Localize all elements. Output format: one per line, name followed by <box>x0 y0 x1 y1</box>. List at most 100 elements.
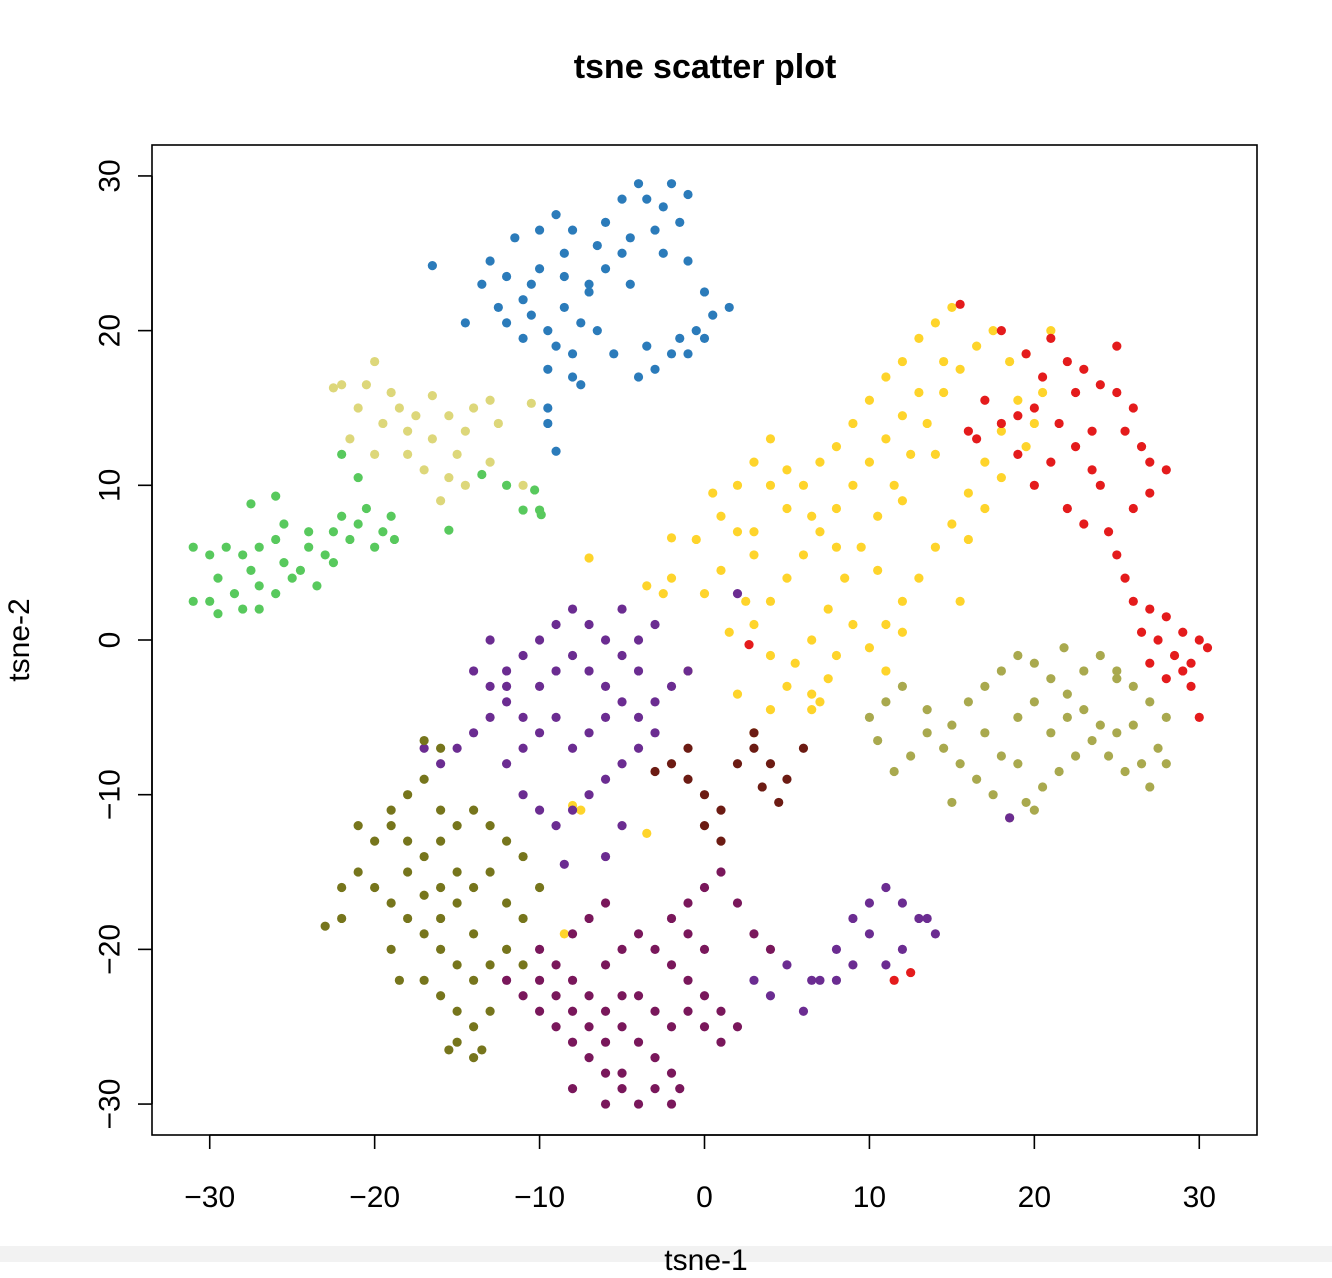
data-point <box>683 1006 693 1016</box>
data-point <box>584 790 594 800</box>
data-point <box>881 960 891 970</box>
data-point <box>873 565 883 575</box>
data-point <box>370 356 380 367</box>
data-point <box>617 1022 627 1032</box>
data-point <box>518 743 528 753</box>
data-point <box>1046 674 1056 684</box>
data-point <box>1136 442 1147 452</box>
data-point <box>691 534 701 545</box>
data-point <box>716 565 726 575</box>
data-point <box>864 712 875 722</box>
data-point <box>650 1053 660 1063</box>
data-point <box>732 1022 743 1032</box>
data-point <box>1186 681 1196 692</box>
data-point <box>716 511 726 521</box>
data-point <box>419 851 429 862</box>
data-point <box>518 505 528 515</box>
data-point <box>469 1053 479 1063</box>
data-point <box>1202 643 1213 653</box>
data-point <box>807 705 817 715</box>
data-point <box>485 681 495 692</box>
data-point <box>584 913 594 924</box>
data-point <box>469 1022 479 1032</box>
data-point <box>1128 681 1138 692</box>
data-point <box>337 380 347 390</box>
data-point <box>271 588 281 599</box>
data-point <box>716 805 726 815</box>
data-point <box>749 550 759 560</box>
data-point <box>452 898 462 908</box>
data-point <box>386 944 396 954</box>
data-point <box>534 728 545 738</box>
data-point <box>501 318 512 328</box>
data-point <box>584 991 594 1001</box>
data-point <box>658 588 668 599</box>
data-point <box>939 356 949 367</box>
data-point <box>576 318 586 328</box>
data-point <box>584 666 594 676</box>
data-point <box>1013 411 1023 421</box>
data-point <box>930 449 940 459</box>
data-point <box>650 766 660 777</box>
data-point <box>452 960 462 970</box>
data-point <box>807 975 817 985</box>
data-point <box>815 457 825 467</box>
data-point <box>798 743 809 753</box>
data-point <box>205 596 215 606</box>
data-point <box>600 1099 611 1109</box>
series-1 <box>328 356 536 506</box>
data-point <box>749 975 759 985</box>
data-point <box>831 975 842 985</box>
data-point <box>716 1006 726 1016</box>
data-point <box>353 519 363 529</box>
data-point <box>551 712 561 722</box>
data-point <box>403 449 413 459</box>
data-point <box>551 446 561 456</box>
data-point <box>716 867 726 877</box>
data-point <box>295 565 306 575</box>
data-point <box>337 449 347 459</box>
data-point <box>567 929 578 939</box>
data-point <box>1194 712 1204 722</box>
data-point <box>534 882 545 893</box>
data-point <box>1013 712 1023 722</box>
data-point <box>353 472 363 483</box>
data-point <box>815 697 825 707</box>
data-point <box>584 1053 594 1063</box>
data-point <box>1161 712 1171 722</box>
data-point <box>972 774 982 784</box>
data-point <box>724 627 734 637</box>
data-point <box>559 929 569 939</box>
x-tick-label: 30 <box>1183 1181 1216 1214</box>
data-point <box>485 867 495 877</box>
x-tick-label: −10 <box>514 1181 565 1214</box>
data-point <box>452 1037 462 1047</box>
data-point <box>980 395 990 405</box>
data-point <box>650 364 660 374</box>
data-point <box>469 929 479 939</box>
data-point <box>403 836 413 846</box>
data-point <box>188 542 198 552</box>
data-point <box>1037 387 1048 398</box>
data-point <box>1046 326 1056 336</box>
data-point <box>889 975 899 985</box>
data-point <box>328 527 339 537</box>
data-point <box>485 821 495 831</box>
data-point <box>1005 356 1015 367</box>
data-point <box>238 550 248 560</box>
data-point <box>633 372 644 382</box>
data-point <box>897 496 908 506</box>
data-point <box>501 898 512 908</box>
data-point <box>774 797 784 808</box>
data-point <box>567 650 578 661</box>
data-point <box>617 821 627 831</box>
data-point <box>559 248 569 258</box>
data-point <box>666 573 677 583</box>
data-point <box>469 666 479 676</box>
data-point <box>559 271 569 282</box>
data-point <box>1013 449 1023 459</box>
data-point <box>1194 635 1204 645</box>
data-point <box>1112 666 1122 676</box>
data-point <box>864 898 875 908</box>
